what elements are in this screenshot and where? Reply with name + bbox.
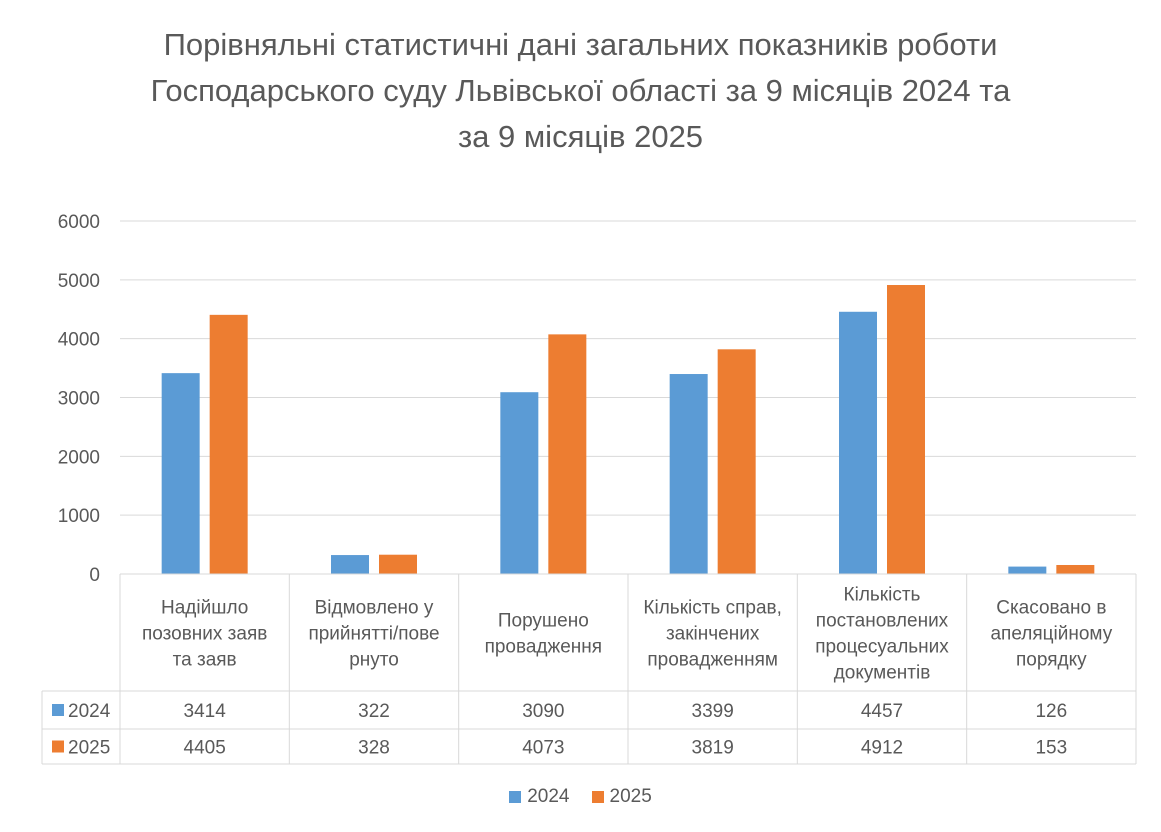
- chart-title-line-1: Порівняльні статистичні дані загальних п…: [163, 27, 998, 62]
- chart-title-line-3: за 9 місяців 2025: [457, 119, 704, 154]
- table-value-2025-3: 4073: [522, 738, 564, 759]
- category-label-2: прийнятті/пове: [308, 624, 439, 645]
- legend-label-2024: 2024: [527, 786, 570, 807]
- bar-2024-2: [331, 555, 369, 574]
- y-tick-label: 3000: [58, 389, 100, 410]
- table-key-2025: [52, 740, 64, 753]
- table-series-label-2025: 2025: [68, 738, 110, 759]
- category-label-5: процесуальних: [815, 637, 949, 658]
- table-value-2024-3: 3090: [522, 701, 564, 722]
- chart-title-line-2: Господарського суду Львівської області з…: [150, 73, 1011, 108]
- table-key-2024: [52, 704, 64, 716]
- bar-2024-3: [500, 392, 539, 574]
- y-tick-label: 0: [89, 565, 100, 586]
- bar-2025-3: [548, 334, 587, 574]
- category-label-6: порядку: [1016, 650, 1087, 671]
- table-value-2024-1: 3414: [184, 701, 227, 722]
- bar-2025-6: [1056, 564, 1095, 574]
- category-label-3: Порушено: [498, 611, 589, 632]
- table-value-2025-2: 328: [358, 738, 390, 759]
- bar-2024-5: [839, 311, 877, 574]
- y-tick-label: 2000: [58, 447, 100, 468]
- table-series-label-2024: 2024: [68, 701, 111, 722]
- category-label-1: та заяв: [173, 650, 237, 671]
- y-tick-label: 4000: [58, 330, 100, 351]
- category-label-6: Скасовано в: [996, 598, 1106, 619]
- chart-title: Порівняльні статистичні дані загальних п…: [0, 22, 1161, 160]
- table-value-2024-5: 4457: [861, 701, 903, 722]
- category-label-6: апеляційному: [990, 624, 1112, 645]
- legend-item-2025: 2025: [591, 786, 652, 808]
- table-value-2025-4: 3819: [692, 738, 734, 759]
- table-value-2025-6: 153: [1035, 738, 1067, 759]
- category-label-4: Кількість справ,: [643, 598, 781, 619]
- legend-swatch-2025: [591, 791, 604, 803]
- legend-label-2025: 2025: [609, 786, 652, 807]
- category-label-3: провадження: [485, 637, 603, 658]
- category-label-4: провадженням: [647, 650, 778, 671]
- table-value-2025-5: 4912: [861, 738, 903, 759]
- bar-2025-1: [209, 314, 248, 574]
- y-tick-label: 6000: [58, 212, 100, 233]
- bar-2025-2: [379, 554, 417, 574]
- bar-2024-6: [1008, 566, 1047, 574]
- table-value-2024-2: 322: [358, 701, 390, 722]
- category-label-1: Надійшло: [161, 598, 248, 619]
- legend-item-2024: 2024: [509, 786, 570, 808]
- category-label-4: закінчених: [666, 624, 760, 645]
- table-value-2024-4: 3399: [692, 701, 734, 722]
- category-label-5: документів: [834, 663, 931, 684]
- y-tick-label: 1000: [58, 506, 100, 527]
- legend-swatch-2024: [509, 791, 522, 803]
- bar-2024-4: [669, 374, 708, 574]
- category-label-1: позовних заяв: [142, 624, 267, 645]
- category-label-5: Кількість: [844, 585, 921, 606]
- category-label-2: рнуто: [349, 650, 399, 671]
- table-value-2025-1: 4405: [184, 738, 226, 759]
- chart-legend: 2024 2025: [0, 786, 1161, 808]
- category-label-2: Відмовлено у: [315, 598, 434, 619]
- y-tick-label: 5000: [58, 271, 100, 292]
- bar-2025-5: [887, 285, 925, 574]
- bar-2024-1: [161, 373, 200, 574]
- category-label-5: постановлених: [816, 611, 949, 632]
- bar-2025-4: [717, 349, 756, 574]
- table-value-2024-6: 126: [1035, 701, 1067, 722]
